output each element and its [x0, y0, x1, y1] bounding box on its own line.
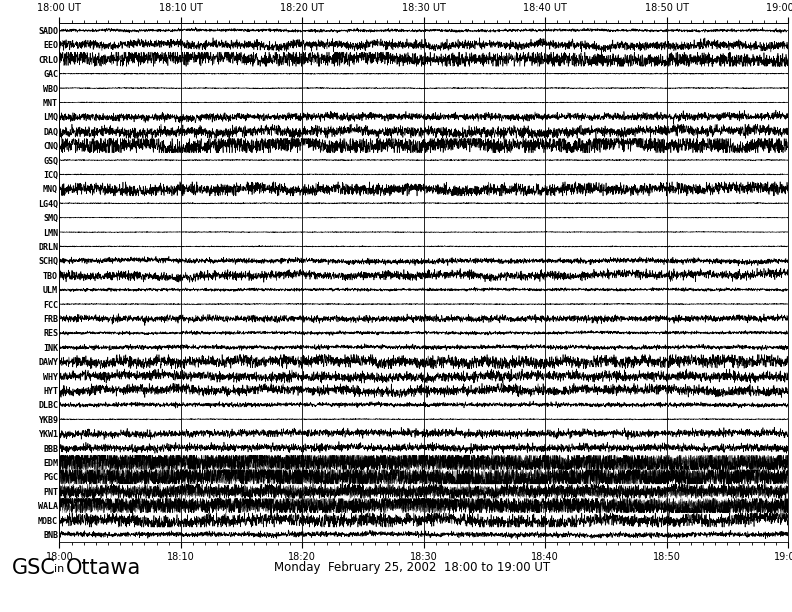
Text: Ottawa: Ottawa [66, 558, 141, 578]
Text: Monday  February 25, 2002  18:00 to 19:00 UT: Monday February 25, 2002 18:00 to 19:00 … [274, 561, 550, 574]
Text: in: in [54, 564, 64, 574]
Text: GSC: GSC [12, 558, 55, 578]
